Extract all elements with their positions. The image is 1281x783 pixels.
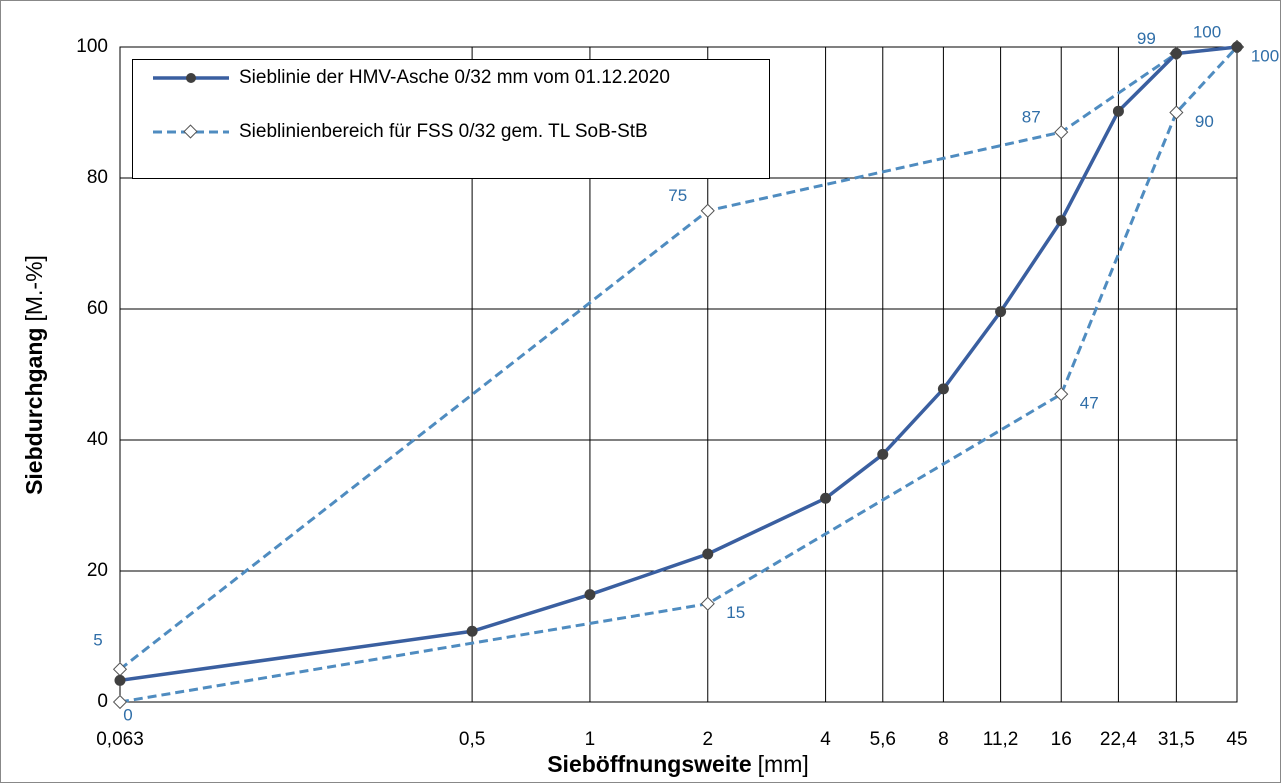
data-label: 15	[726, 603, 745, 622]
x-tick-label: 16	[1051, 729, 1072, 750]
data-label: 47	[1080, 394, 1099, 413]
marker	[1231, 41, 1243, 53]
x-unit: [mm]	[758, 751, 809, 777]
series-line	[119, 45, 1238, 683]
x-tick-label: 0,063	[96, 729, 144, 750]
data-label: 100	[1193, 22, 1221, 41]
y-tick-label: 0	[97, 691, 108, 712]
data-label: 0	[123, 705, 132, 724]
marker	[877, 448, 889, 460]
marker	[937, 383, 949, 395]
y-axis-title: Siebdurchgang [M.-%]	[21, 255, 47, 495]
data-label: 5	[93, 631, 102, 650]
series-line	[119, 45, 1239, 704]
marker	[700, 596, 715, 611]
legend-label: Sieblinie der HMV-Asche 0/32 mm vom 01.1…	[239, 67, 670, 88]
marker	[1170, 48, 1182, 60]
marker	[820, 492, 832, 504]
y-tick-label: 80	[87, 167, 108, 188]
x-tick-label: 11,2	[983, 729, 1019, 750]
x-tick-label: 45	[1226, 729, 1247, 750]
y-label: Siebdurchgang	[21, 328, 47, 495]
x-tick-label: 0,5	[459, 729, 485, 750]
marker	[112, 694, 128, 710]
x-tick-label: 2	[702, 729, 713, 750]
x-label: Sieböffnungsweite	[547, 751, 751, 777]
data-label: 87	[1022, 108, 1041, 127]
marker	[114, 674, 126, 686]
marker	[700, 203, 715, 218]
x-tick-label: 5,6	[870, 729, 896, 750]
data-label: 100	[1251, 46, 1279, 65]
x-tick-label: 8	[938, 729, 949, 750]
x-axis-title: Sieböffnungsweite [mm]	[547, 751, 809, 777]
marker	[1112, 105, 1124, 117]
marker	[1055, 215, 1067, 227]
legend-marker	[183, 124, 198, 139]
data-label: 90	[1195, 112, 1214, 131]
x-tick-label: 31,5	[1158, 729, 1195, 750]
legend-keys	[153, 73, 229, 139]
y-tick-label: 100	[76, 36, 108, 57]
marker	[466, 625, 478, 637]
marker	[1054, 387, 1069, 402]
marker	[112, 662, 128, 677]
y-unit: [M.-%]	[21, 255, 47, 321]
legend-label: Sieblinienbereich für FSS 0/32 gem. TL S…	[239, 121, 648, 142]
marker	[995, 306, 1007, 318]
marker	[1169, 105, 1184, 120]
y-tick-label: 20	[87, 560, 108, 581]
data-label: 75	[668, 186, 687, 205]
marker	[1054, 125, 1069, 140]
data-label: 99	[1137, 29, 1156, 48]
y-tick-label: 60	[87, 298, 108, 319]
plot-frame	[119, 46, 1238, 703]
legend-marker	[186, 73, 196, 83]
y-tick-label: 40	[87, 429, 108, 450]
x-tick-label: 1	[585, 729, 596, 750]
x-tick-label: 22,4	[1100, 729, 1137, 750]
marker	[584, 589, 596, 601]
x-tick-label: 4	[820, 729, 831, 750]
marker	[702, 548, 714, 560]
legend: Sieblinie der HMV-Asche 0/32 mm vom 01.1…	[132, 59, 770, 179]
